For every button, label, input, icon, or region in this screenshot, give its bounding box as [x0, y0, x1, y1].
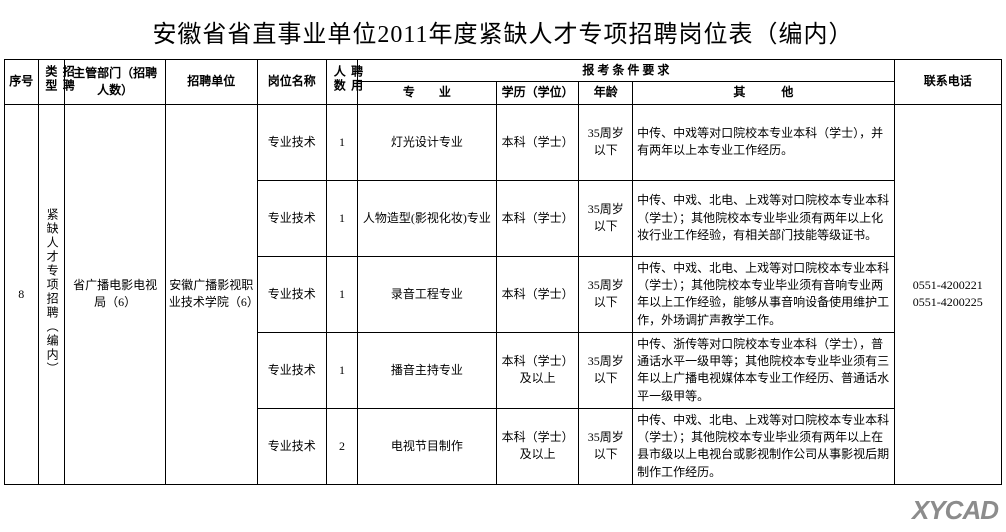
cell-education: 本科（学士）及以上 [496, 332, 579, 408]
cell-position: 专业技术 [257, 256, 326, 332]
cell-age: 35周岁以下 [579, 180, 633, 256]
cell-dept: 省广播电影电视局（6） [65, 104, 166, 484]
cell-count: 1 [326, 256, 357, 332]
cell-education: 本科（学士） [496, 256, 579, 332]
cell-age: 35周岁以下 [579, 256, 633, 332]
header-major: 专 业 [358, 82, 497, 104]
cell-count: 1 [326, 180, 357, 256]
cell-unit: 安徽广播影视职业技术学院（6） [165, 104, 257, 484]
cell-other: 中传、浙传等对口院校本专业本科（学士），普通话水平一级甲等；其他院校本专业毕业须… [633, 332, 895, 408]
header-dept: 主管部门（招聘人数） [65, 60, 166, 105]
cell-age: 35周岁以下 [579, 104, 633, 180]
watermark: XYCAD [912, 495, 998, 526]
cell-education: 本科（学士） [496, 104, 579, 180]
cell-count: 2 [326, 408, 357, 484]
header-position: 岗位名称 [257, 60, 326, 105]
header-age: 年龄 [579, 82, 633, 104]
header-unit: 招聘单位 [165, 60, 257, 105]
header-other: 其 他 [633, 82, 895, 104]
cell-other: 中传、中戏等对口院校本专业本科（学士），并有两年以上本专业工作经历。 [633, 104, 895, 180]
cell-position: 专业技术 [257, 332, 326, 408]
cell-position: 专业技术 [257, 408, 326, 484]
cell-position: 专业技术 [257, 104, 326, 180]
page-title: 安徽省省直事业单位2011年度紧缺人才专项招聘岗位表（编内） [0, 0, 1006, 59]
cell-type: 紧缺人才专项招聘（编内） [38, 104, 65, 484]
header-type: 招聘类型 [38, 60, 65, 105]
cell-major: 播音主持专业 [358, 332, 497, 408]
cell-other: 中传、中戏、北电、上戏等对口院校本专业本科（学士）；其他院校本专业毕业须有两年以… [633, 180, 895, 256]
cell-education: 本科（学士） [496, 180, 579, 256]
cell-major: 人物造型(影视化妆)专业 [358, 180, 497, 256]
cell-age: 35周岁以下 [579, 408, 633, 484]
cell-count: 1 [326, 104, 357, 180]
header-count: 聘用人数 [326, 60, 357, 105]
cell-education: 本科（学士）及以上 [496, 408, 579, 484]
cell-other: 中传、中戏、北电、上戏等对口院校本专业本科（学士）；其他院校本专业毕业须有音响专… [633, 256, 895, 332]
cell-major: 灯光设计专业 [358, 104, 497, 180]
recruitment-table: 序号 招聘类型 主管部门（招聘人数） 招聘单位 岗位名称 聘用人数 报 考 条 … [4, 59, 1002, 485]
header-education: 学历（学位） [496, 82, 579, 104]
header-requirements: 报 考 条 件 要 求 [358, 60, 894, 82]
header-phone: 联系电话 [894, 60, 1001, 105]
cell-phone: 0551-42002210551-4200225 [894, 104, 1001, 484]
cell-major: 录音工程专业 [358, 256, 497, 332]
cell-position: 专业技术 [257, 180, 326, 256]
header-seq: 序号 [5, 60, 39, 105]
cell-major: 电视节目制作 [358, 408, 497, 484]
cell-other: 中传、中戏、北电、上戏等对口院校本专业本科（学士）；其他院校本专业毕业须有两年以… [633, 408, 895, 484]
cell-seq: 8 [5, 104, 39, 484]
cell-count: 1 [326, 332, 357, 408]
cell-age: 35周岁以下 [579, 332, 633, 408]
